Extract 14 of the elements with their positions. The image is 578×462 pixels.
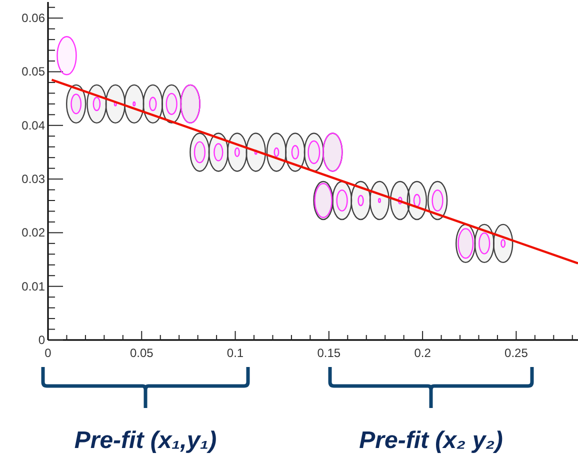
text: Pre-fit (x₁,y₁) [74, 427, 217, 454]
x-tick-label: 0.1 [226, 346, 244, 360]
y-tick-label: 0.05 [22, 64, 46, 79]
x-tick-label: 0.05 [130, 346, 154, 360]
y-tick-label: 0.04 [22, 118, 46, 132]
x-tick-label: 0.2 [414, 346, 432, 360]
x-tick-label: 0.15 [317, 346, 341, 360]
y-tick-label: 0.03 [22, 172, 46, 186]
y-tick-label: 0.06 [22, 11, 46, 26]
x-tick-label: 0.25 [504, 346, 528, 360]
y-tick-label: 0 [38, 333, 46, 347]
text: Pre-fit (x₂ y₂) [359, 427, 503, 454]
y-tick-label: 0.02 [22, 226, 46, 240]
y-tick-label: 0.01 [22, 279, 46, 294]
